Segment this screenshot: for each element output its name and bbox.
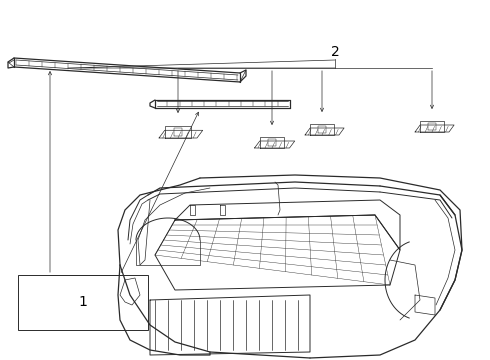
Bar	[18, 275, 148, 330]
Text: 2: 2	[331, 45, 340, 59]
Text: 1: 1	[78, 296, 87, 310]
